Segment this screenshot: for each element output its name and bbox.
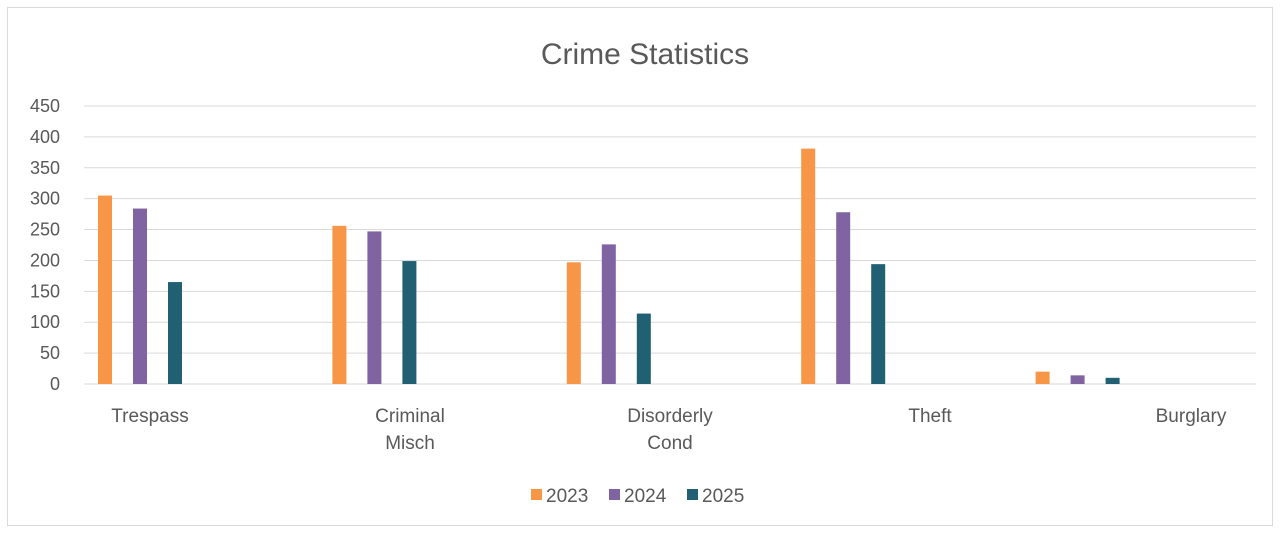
x-category-label: Criminal Misch (375, 406, 445, 454)
x-category-label: Disorderly Cond (627, 406, 713, 454)
legend-swatch-2025 (687, 489, 698, 500)
x-axis-labels: Trespass Criminal Misch Disorderly Cond Theft… (111, 406, 1227, 454)
y-tick-label: 50 (40, 343, 60, 363)
bar-2025-3 (871, 264, 886, 384)
y-tick-label: 200 (30, 250, 60, 270)
y-tick-label: 0 (50, 374, 60, 394)
x-category-label: Theft (908, 406, 952, 427)
y-tick-label: 100 (30, 312, 60, 332)
y-tick-label: 300 (30, 189, 60, 209)
x-category-label: Burglary (1156, 406, 1227, 427)
legend-swatch-2023 (531, 489, 542, 500)
bar-2024-4 (1070, 375, 1085, 384)
bar-2023-1 (332, 225, 347, 384)
chart-title: Crime Statistics (541, 38, 749, 71)
bar-2024-1 (367, 231, 382, 384)
legend: 2023 2024 2025 (531, 486, 744, 507)
legend-label-2023: 2023 (546, 486, 588, 507)
bar-2024-0 (133, 208, 147, 384)
bar-2025-2 (636, 313, 651, 384)
bar-2025-0 (168, 282, 182, 384)
legend-swatch-2024 (609, 489, 620, 500)
bar-2023-4 (1035, 371, 1050, 384)
gridlines (84, 105, 1256, 385)
legend-label-2025: 2025 (702, 486, 744, 507)
y-tick-label: 450 (30, 96, 60, 116)
bar-2024-2 (601, 244, 616, 384)
chart-frame (7, 7, 1273, 526)
x-category-label: Trespass (111, 406, 188, 427)
bars (98, 148, 1120, 384)
bar-2023-2 (566, 262, 581, 384)
y-tick-label: 350 (30, 158, 60, 178)
bar-2023-3 (801, 148, 816, 384)
y-tick-label: 250 (30, 220, 60, 240)
y-axis-ticks: 0 50 100 150 200 250 300 350 400 450 (30, 96, 60, 394)
bar-2023-0 (98, 195, 112, 384)
y-tick-label: 400 (30, 127, 60, 147)
bar-2025-1 (402, 261, 417, 384)
bar-2025-4 (1105, 377, 1120, 384)
y-tick-label: 150 (30, 281, 60, 301)
bar-2024-3 (836, 212, 851, 384)
legend-label-2024: 2024 (624, 486, 667, 507)
